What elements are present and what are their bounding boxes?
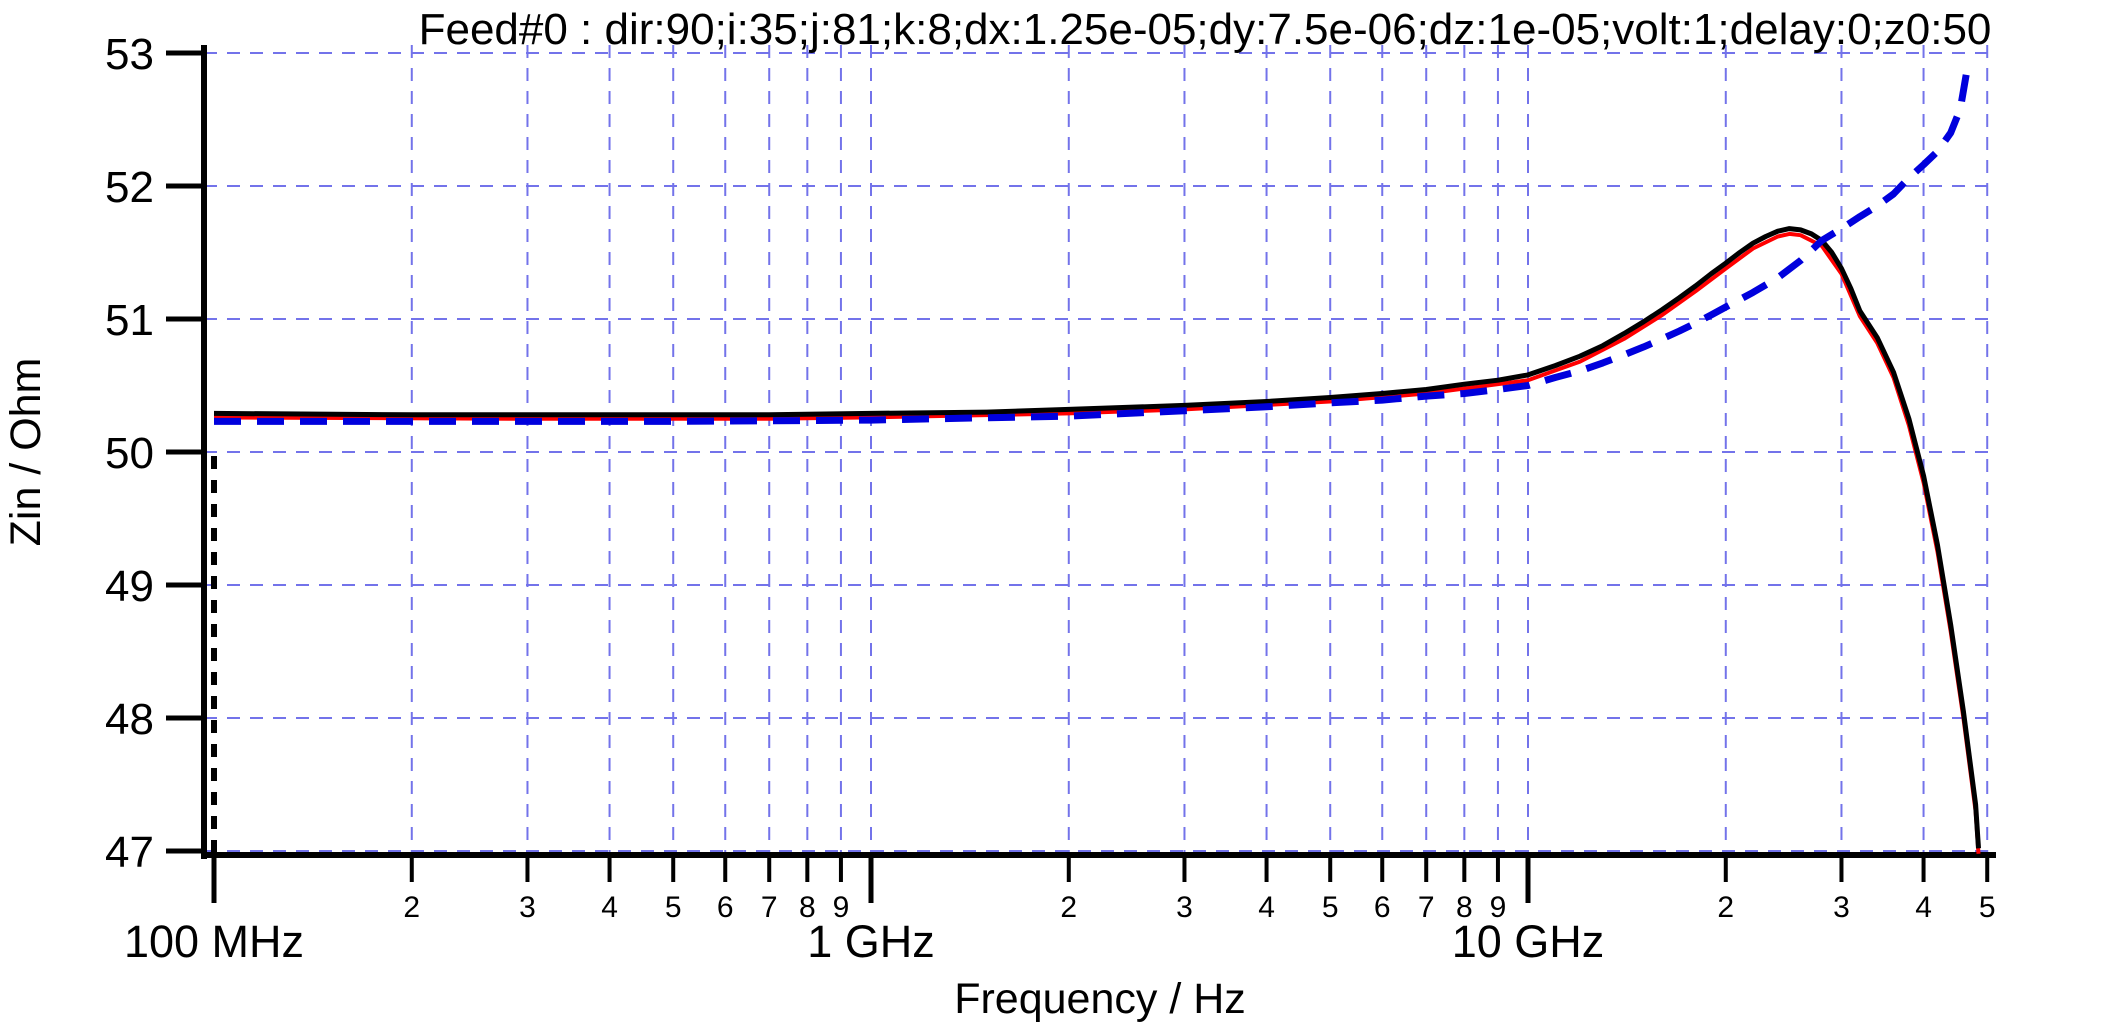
x-minor-tick-label: 5 [1979, 891, 1996, 924]
x-minor-tick-label: 5 [665, 891, 682, 924]
x-minor-tick-label: 4 [601, 891, 618, 924]
x-minor-tick-label: 4 [1915, 891, 1932, 924]
y-tick-label: 48 [105, 695, 154, 744]
gridlines [204, 45, 1992, 852]
chart-title: Feed#0 : dir:90;i:35;j:81;k:8;dx:1.25e-0… [419, 5, 1992, 54]
y-tick-label: 53 [105, 30, 154, 79]
x-minor-tick-label: 6 [717, 891, 734, 924]
x-minor-tick-label: 2 [403, 891, 420, 924]
y-tick-label: 50 [105, 429, 154, 478]
x-minor-tick-label: 9 [833, 891, 850, 924]
x-minor-tick-label: 3 [1176, 891, 1193, 924]
x-minor-tick-label: 3 [1833, 891, 1850, 924]
x-major-tick-label: 10 GHz [1452, 916, 1605, 967]
x-minor-tick-label: 7 [1418, 891, 1435, 924]
y-tick-label: 49 [105, 562, 154, 611]
y-tick-label: 51 [105, 296, 154, 345]
x-major-tick-label: 1 GHz [807, 916, 935, 967]
zin-blue-dashed-curve [214, 72, 1970, 425]
x-minor-tick-label: 4 [1258, 891, 1275, 924]
x-major-tick-label: 100 MHz [124, 916, 304, 967]
y-axis-label: Zin / Ohm [2, 358, 50, 547]
x-minor-tick-label: 5 [1322, 891, 1339, 924]
x-minor-tick-label: 8 [799, 891, 816, 924]
zin-red-curve [213, 231, 1981, 854]
y-tick-label: 47 [105, 828, 154, 877]
x-minor-tick-label: 9 [1490, 891, 1507, 924]
x-minor-tick-label: 2 [1717, 891, 1734, 924]
x-minor-tick-label: 2 [1060, 891, 1077, 924]
x-minor-tick-label: 7 [761, 891, 778, 924]
impedance-curves [211, 72, 1981, 854]
zin-black-curve [213, 226, 1981, 849]
x-minor-tick-label: 8 [1456, 891, 1473, 924]
y-tick-label: 52 [105, 163, 154, 212]
x-minor-tick-label: 6 [1374, 891, 1391, 924]
x-axis-label: Frequency / Hz [954, 975, 1246, 1023]
x-minor-tick-label: 3 [519, 891, 536, 924]
